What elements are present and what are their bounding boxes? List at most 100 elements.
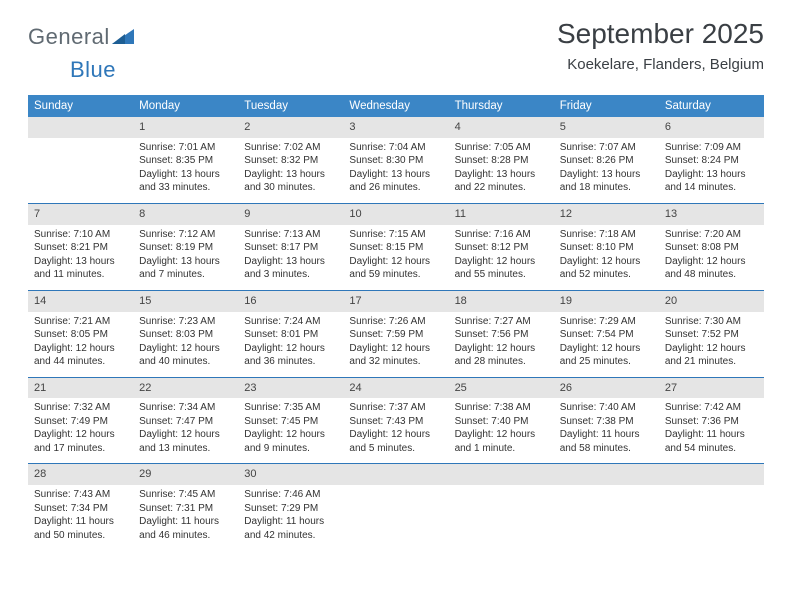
- calendar-day-cell: 16Sunrise: 7:24 AMSunset: 8:01 PMDayligh…: [238, 290, 343, 377]
- day-detail-line: Sunset: 7:38 PM: [560, 415, 653, 429]
- day-detail-line: and 13 minutes.: [139, 442, 232, 456]
- day-number: [28, 117, 133, 138]
- day-number: 13: [659, 203, 764, 225]
- day-detail-line: and 22 minutes.: [455, 181, 548, 195]
- day-detail-line: Daylight: 11 hours: [139, 515, 232, 529]
- calendar-day-cell: 10Sunrise: 7:15 AMSunset: 8:15 PMDayligh…: [343, 203, 448, 290]
- day-detail-line: Sunset: 7:56 PM: [455, 328, 548, 342]
- day-detail-line: Sunset: 8:10 PM: [560, 241, 653, 255]
- day-detail-line: and 17 minutes.: [34, 442, 127, 456]
- day-number: 30: [238, 463, 343, 485]
- day-detail-line: and 21 minutes.: [665, 355, 758, 369]
- day-detail-line: Daylight: 11 hours: [560, 428, 653, 442]
- day-detail-line: Daylight: 12 hours: [139, 428, 232, 442]
- calendar-day-cell: 13Sunrise: 7:20 AMSunset: 8:08 PMDayligh…: [659, 203, 764, 290]
- day-detail-line: Sunrise: 7:01 AM: [139, 141, 232, 155]
- day-detail-line: Sunrise: 7:29 AM: [560, 315, 653, 329]
- day-detail-line: and 40 minutes.: [139, 355, 232, 369]
- day-detail-line: Daylight: 13 hours: [349, 168, 442, 182]
- calendar-day-cell: 1Sunrise: 7:01 AMSunset: 8:35 PMDaylight…: [133, 117, 238, 203]
- calendar-day-cell: 19Sunrise: 7:29 AMSunset: 7:54 PMDayligh…: [554, 290, 659, 377]
- day-detail-line: and 42 minutes.: [244, 529, 337, 543]
- day-detail-line: Sunrise: 7:12 AM: [139, 228, 232, 242]
- day-detail-line: Daylight: 12 hours: [34, 428, 127, 442]
- calendar-day-cell: 15Sunrise: 7:23 AMSunset: 8:03 PMDayligh…: [133, 290, 238, 377]
- calendar-day-cell: 26Sunrise: 7:40 AMSunset: 7:38 PMDayligh…: [554, 377, 659, 464]
- day-detail-line: Daylight: 12 hours: [665, 255, 758, 269]
- day-detail-line: Sunrise: 7:30 AM: [665, 315, 758, 329]
- day-detail-line: and 59 minutes.: [349, 268, 442, 282]
- day-detail-line: Sunrise: 7:27 AM: [455, 315, 548, 329]
- day-detail-line: and 48 minutes.: [665, 268, 758, 282]
- day-number: 4: [449, 117, 554, 138]
- calendar-day-cell: 17 Sunrise: 7:26 AMSunset: 7:59 PMDayligh…: [343, 290, 448, 377]
- calendar-week-row: 7Sunrise: 7:10 AMSunset: 8:21 PMDaylight…: [28, 203, 764, 290]
- day-detail-line: and 1 minute.: [455, 442, 548, 456]
- day-number: 11: [449, 203, 554, 225]
- day-detail-line: Daylight: 12 hours: [244, 428, 337, 442]
- day-number: 19: [554, 290, 659, 312]
- day-detail-line: Sunrise: 7:23 AM: [139, 315, 232, 329]
- day-detail-line: Sunrise: 7:26 AM: [349, 315, 442, 329]
- day-number: 17: [343, 290, 448, 312]
- day-detail-line: and 25 minutes.: [560, 355, 653, 369]
- calendar-day-cell: [28, 117, 133, 203]
- day-detail-line: Sunset: 8:30 PM: [349, 154, 442, 168]
- day-detail-line: Daylight: 12 hours: [455, 428, 548, 442]
- day-detail-line: Daylight: 12 hours: [349, 342, 442, 356]
- day-detail-line: Sunset: 7:36 PM: [665, 415, 758, 429]
- day-number: 29: [133, 463, 238, 485]
- day-number: [343, 463, 448, 485]
- day-detail-line: Daylight: 13 hours: [34, 255, 127, 269]
- day-number: 12: [554, 203, 659, 225]
- day-detail-line: and 32 minutes.: [349, 355, 442, 369]
- calendar-day-cell: 25Sunrise: 7:38 AMSunset: 7:40 PMDayligh…: [449, 377, 554, 464]
- page-title: September 2025: [557, 18, 764, 50]
- day-detail-line: Sunrise: 7:34 AM: [139, 401, 232, 415]
- day-detail-line: Daylight: 12 hours: [139, 342, 232, 356]
- day-detail-line: Sunset: 8:32 PM: [244, 154, 337, 168]
- day-number: 28: [28, 463, 133, 485]
- page-subtitle: Koekelare, Flanders, Belgium: [557, 56, 764, 73]
- day-detail-line: Sunset: 8:28 PM: [455, 154, 548, 168]
- day-number: 15: [133, 290, 238, 312]
- day-detail-line: Sunset: 7:59 PM: [349, 328, 442, 342]
- day-number: 9: [238, 203, 343, 225]
- col-friday: Friday: [554, 95, 659, 117]
- day-detail-line: Daylight: 11 hours: [34, 515, 127, 529]
- day-detail-line: Sunset: 8:19 PM: [139, 241, 232, 255]
- calendar-day-cell: 28Sunrise: 7:43 AMSunset: 7:34 PMDayligh…: [28, 463, 133, 550]
- day-detail-line: Sunrise: 7:38 AM: [455, 401, 548, 415]
- day-detail-line: and 5 minutes.: [349, 442, 442, 456]
- day-detail-line: and 11 minutes.: [34, 268, 127, 282]
- calendar-day-cell: [449, 463, 554, 550]
- day-detail-line: and 44 minutes.: [34, 355, 127, 369]
- day-detail-line: Daylight: 12 hours: [560, 255, 653, 269]
- col-monday: Monday: [133, 95, 238, 117]
- day-detail-line: Sunset: 7:34 PM: [34, 502, 127, 516]
- day-detail-line: Daylight: 13 hours: [560, 168, 653, 182]
- day-detail-line: and 14 minutes.: [665, 181, 758, 195]
- day-detail-line: Sunrise: 7:10 AM: [34, 228, 127, 242]
- calendar-day-cell: 4Sunrise: 7:05 AMSunset: 8:28 PMDaylight…: [449, 117, 554, 203]
- day-detail-line: and 28 minutes.: [455, 355, 548, 369]
- day-number: 21: [28, 377, 133, 399]
- calendar-day-cell: 23Sunrise: 7:35 AMSunset: 7:45 PMDayligh…: [238, 377, 343, 464]
- calendar-day-cell: 30Sunrise: 7:46 AMSunset: 7:29 PMDayligh…: [238, 463, 343, 550]
- day-number: 23: [238, 377, 343, 399]
- calendar-day-cell: [343, 463, 448, 550]
- day-detail-line: Sunset: 8:17 PM: [244, 241, 337, 255]
- calendar-day-cell: 12Sunrise: 7:18 AMSunset: 8:10 PMDayligh…: [554, 203, 659, 290]
- calendar-week-row: 1Sunrise: 7:01 AMSunset: 8:35 PMDaylight…: [28, 117, 764, 203]
- day-detail-line: Daylight: 11 hours: [665, 428, 758, 442]
- calendar-day-cell: 7Sunrise: 7:10 AMSunset: 8:21 PMDaylight…: [28, 203, 133, 290]
- day-detail-line: Sunset: 7:54 PM: [560, 328, 653, 342]
- day-number: 26: [554, 377, 659, 399]
- day-detail-line: and 58 minutes.: [560, 442, 653, 456]
- calendar-table: Sunday Monday Tuesday Wednesday Thursday…: [28, 95, 764, 550]
- day-detail-line: Sunset: 8:08 PM: [665, 241, 758, 255]
- calendar-day-cell: 8Sunrise: 7:12 AMSunset: 8:19 PMDaylight…: [133, 203, 238, 290]
- calendar-day-cell: 27Sunrise: 7:42 AMSunset: 7:36 PMDayligh…: [659, 377, 764, 464]
- day-detail-line: Daylight: 12 hours: [455, 342, 548, 356]
- day-number: [554, 463, 659, 485]
